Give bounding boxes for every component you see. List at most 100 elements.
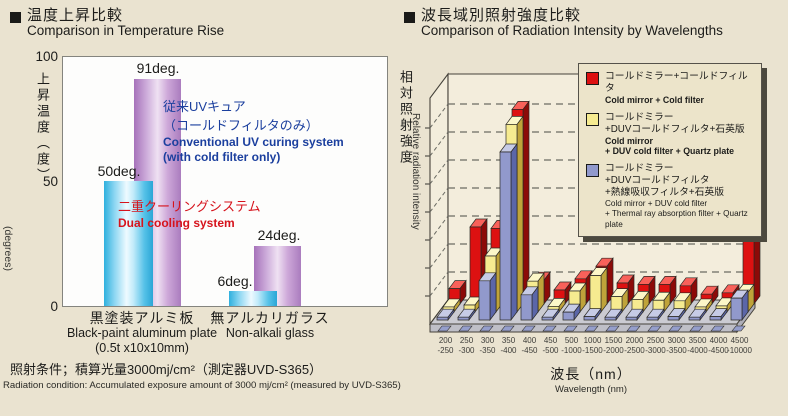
- bar-dual-1: [229, 291, 277, 306]
- left-title-jp: 温度上昇比較: [27, 7, 124, 24]
- left-title-square-icon: [10, 12, 21, 23]
- wavelength-tick-7: 1000 -1500: [582, 336, 603, 355]
- x-tick-tile-1: [458, 325, 473, 332]
- bar3d-back-14-side: [753, 231, 761, 306]
- legend-conventional-en2: (with cold filter only): [163, 150, 281, 164]
- radiation-condition-en: Radiation condition: Accumulated exposur…: [3, 380, 401, 391]
- x-tick-tile-10: [647, 325, 662, 332]
- right-title-jp: 波長域別照射強度比較: [421, 7, 582, 24]
- legend-swatch-icon-2: [586, 163, 599, 177]
- group2-label-jp: 無アルカリガラス: [210, 310, 330, 326]
- bar3d-middle-7: [589, 275, 602, 313]
- gridline-side-1: [429, 271, 449, 297]
- legend-conventional-en1: Conventional UV curing system: [163, 135, 344, 149]
- right-title-en: Comparison of Radiation Intensity by Wav…: [421, 23, 723, 38]
- x-tick-tile-4: [521, 325, 536, 332]
- legend-conventional: 従来UVキュア （コールドフィルタのみ） Conventional UV cur…: [163, 97, 344, 165]
- bar3d-front-9: [625, 316, 638, 321]
- legend-dual: 二重クーリングシステム Dual cooling system: [118, 197, 261, 231]
- bar3d-middle-3-side: [516, 115, 524, 314]
- legend-item-2: コールドミラー +DUVコールドフィルタ +熱線吸収フィルタ+石英版 Cold mir…: [586, 163, 755, 231]
- left-yaxis-label-jp: 上昇温度（度）: [35, 72, 50, 184]
- left-ytick-100: 100: [35, 49, 58, 64]
- legend-conventional-jp1: 従来UVキュア: [163, 99, 246, 114]
- right-xaxis-label-jp: 波長（nm）: [550, 366, 632, 382]
- legend-conventional-jp2: （コールドフィルタのみ）: [163, 118, 319, 133]
- value-label-dual-0: 50deg.: [97, 163, 141, 179]
- value-label-dual-1: 6deg.: [217, 273, 253, 289]
- x-tick-tile-14: [731, 325, 746, 332]
- x-tick-tile-9: [626, 325, 641, 332]
- bar3d-front-2-side: [489, 271, 497, 322]
- right-yaxis-label-jp: 相対照射強度: [398, 70, 413, 166]
- wavelength-tick-10: 2500 -3000: [645, 336, 666, 355]
- bar3d-middle-7-side: [600, 266, 608, 314]
- x-tick-tile-6: [563, 325, 578, 332]
- wavelength-tick-14: 4500 -10000: [727, 336, 752, 355]
- value-label-conventional-0: 91deg.: [136, 59, 180, 76]
- bar3d-front-7: [583, 316, 596, 321]
- bar3d-front-2: [478, 280, 491, 321]
- bar-dual-0: [104, 181, 153, 306]
- bar3d-front-0: [436, 316, 449, 321]
- group-label-aluminum: 黒塗装アルミ板 Black-paint aluminum plate (0.5t…: [62, 310, 222, 356]
- legend-swatch-icon-1: [586, 112, 599, 126]
- bar3d-front-6: [562, 311, 575, 321]
- radiation-condition-jp: 照射条件；積算光量3000mj/cm²（測定器UVD-S365）: [10, 362, 323, 377]
- legend-text-0: コールドミラー+コールドフィルタ Cold mirror + Cold filte…: [605, 71, 748, 105]
- left-ytick-50: 50: [42, 174, 58, 189]
- legend-dual-en: Dual cooling system: [118, 216, 235, 230]
- temperature-chart-panel: 温度上昇比較 Comparison in Temperature Rise 10…: [2, 7, 401, 391]
- gridline-side-4: [429, 187, 449, 213]
- wavelength-tick-9: 2000 -2500: [624, 336, 645, 355]
- bar3d-front-14: [730, 297, 743, 321]
- x-tick-tile-12: [689, 325, 704, 332]
- legend-item-1: コールドミラー +DUVコールドフィルタ+石英版 Cold mirror + DUV …: [586, 112, 755, 157]
- group1-label-jp: 黒塗装アルミ板: [89, 310, 195, 326]
- wavelength-tick-1: 250 -300: [458, 336, 475, 355]
- wavelength-tick-2: 300 -350: [479, 336, 496, 355]
- legend-dual-jp: 二重クーリングシステム: [118, 199, 261, 214]
- wavelength-tick-5: 450 -500: [542, 336, 559, 355]
- wavelength-tick-4: 400 -450: [521, 336, 538, 355]
- left-ytick-0: 0: [50, 299, 58, 314]
- group1-label-sub: (0.5t x10x10mm): [95, 341, 189, 355]
- bar3d-front-3: [499, 151, 512, 321]
- x-tick-tile-3: [500, 325, 515, 332]
- gridline-side-3: [429, 215, 449, 241]
- bar3d-front-8: [604, 316, 617, 321]
- temperature-plot-area: 従来UVキュア （コールドフィルタのみ） Conventional UV cur…: [62, 56, 388, 307]
- group2-label-en: Non-alkali glass: [225, 326, 315, 340]
- bar3d-back-3-side: [522, 100, 530, 306]
- left-wall: [429, 72, 449, 326]
- gridline-side-6: [429, 131, 449, 157]
- bar3d-front-4: [520, 294, 533, 321]
- gridline-side-5: [429, 159, 449, 185]
- x-tick-tile-5: [542, 325, 557, 332]
- wavelength-tick-11: 3000 -3500: [666, 336, 687, 355]
- right-yaxis-label-en: Relative radiation intensity: [410, 113, 421, 230]
- x-tick-tile-2: [479, 325, 494, 332]
- legend-text-1: コールドミラー +DUVコールドフィルタ+石英版 Cold mirror + DUV …: [605, 111, 745, 157]
- bar3d-front-11: [667, 316, 680, 321]
- x-tick-tile-0: [437, 325, 452, 332]
- left-title-en: Comparison in Temperature Rise: [27, 23, 225, 38]
- x-tick-tile-7: [584, 325, 599, 332]
- x-tick-tile-8: [605, 325, 620, 332]
- gridline-side-7: [429, 103, 449, 129]
- bar3d-front-13: [709, 316, 722, 321]
- wavelength-tick-13: 4000 -4500: [708, 336, 729, 355]
- wavelength-tick-0: 200 -250: [437, 336, 454, 355]
- legend-swatch-icon-0: [586, 72, 599, 85]
- group-label-glass: 無アルカリガラス Non-alkali glass: [200, 310, 340, 341]
- left-yaxis-label-en: (degrees): [2, 226, 14, 271]
- wavelength-tick-12: 3500 -4000: [687, 336, 708, 355]
- x-tick-tile-13: [710, 325, 725, 332]
- x-tick-tile-11: [668, 325, 683, 332]
- gridline-side-2: [429, 243, 449, 269]
- bar3d-front-1: [457, 316, 470, 321]
- wavelength-tick-3: 350 -400: [500, 336, 517, 355]
- value-label-conventional-1: 24deg.: [257, 227, 301, 243]
- bar3d-front-3-side: [510, 142, 518, 322]
- radiation-legend: コールドミラー+コールドフィルタ Cold mirror + Cold filte…: [578, 63, 762, 237]
